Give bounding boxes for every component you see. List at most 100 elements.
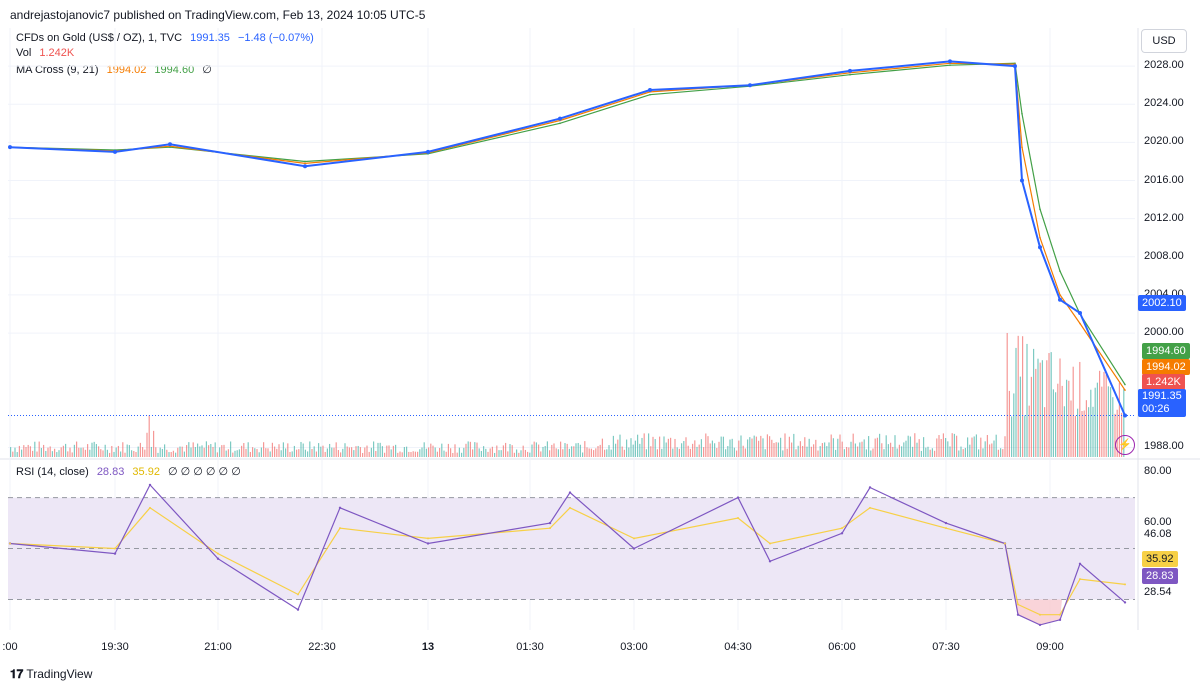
ma-cross-label[interactable]: MA Cross (9, 21) [16,64,99,76]
volume-bar [742,445,744,457]
rsi-signal-point [1124,583,1126,586]
volume-bar [419,449,421,457]
volume-bar [159,447,161,457]
volume-bar [912,446,914,457]
volume-bar [249,451,251,457]
rsi-signal-point [1079,578,1081,581]
rsi-signal-point [297,593,299,596]
time-tick-label: 01:30 [516,641,544,653]
volume-bar [146,432,148,457]
volume-bar [958,450,960,457]
volume-bar [628,447,630,457]
volume-bar [329,443,331,457]
volume-bar [76,441,78,457]
volume-bar [903,442,905,457]
volume-bar [698,444,700,457]
time-tick-label: 03:00 [620,641,648,653]
volume-bar [533,441,535,457]
volume-bar [837,438,839,457]
ma-slow-line-point [304,160,306,163]
volume-bar [1030,376,1032,457]
symbol-name[interactable]: CFDs on Gold (US$ / OZ), 1, TVC [16,32,183,44]
volume-bar [907,435,909,457]
volume-bar [604,449,606,457]
volume-bar [175,452,177,457]
volume-bar [859,442,861,457]
volume-bar [135,452,137,457]
volume-bar [797,445,799,457]
volume-bar [538,444,540,457]
volume-bar [302,443,304,457]
volume-bar [905,440,907,457]
volume-bar [681,443,683,457]
volume-bar [47,447,49,457]
volume-bar [711,440,713,457]
volume-bar [986,434,988,457]
volume-bar [828,442,830,457]
volume-bar [973,436,975,457]
volume-bar [568,448,570,457]
volume-bar [824,442,826,457]
lightning-icon[interactable]: ⚡ [1115,435,1135,455]
volume-label[interactable]: Vol [16,47,32,59]
volume-bar [386,445,388,457]
volume-bar [12,451,14,457]
price-tick-label: 1988.00 [1144,440,1184,453]
volume-bar [331,447,333,457]
volume-bar [593,450,595,457]
publisher-header: andrejastojanovic7 published on TradingV… [10,8,426,22]
volume-bar [608,445,610,457]
volume-bar [764,449,766,457]
volume-bar [1011,416,1013,457]
rsi-label[interactable]: RSI (14, close) [16,466,89,478]
tv-logo-icon: 𝟏𝟕 [10,667,24,681]
rsi-signal-point [769,542,771,545]
ma-slow-line-point [1021,113,1023,115]
volume-bar [223,444,225,457]
volume-bar [362,452,364,457]
volume-bar [868,436,870,457]
volume-bar [1123,388,1125,457]
volume-bar [916,442,918,457]
volume-bar [357,445,359,457]
volume-bar [546,441,548,457]
ma-slow-line-point [949,64,951,66]
volume-bar [483,446,485,457]
volume-bar [21,449,23,457]
rsi-signal-point [427,537,429,540]
ma-slow-line-point [559,122,561,125]
price-line-point [1013,64,1017,69]
volume-bar [23,445,25,457]
price-tick-label: 2028.00 [1144,59,1184,72]
volume-bar [663,436,665,457]
volume-bar [289,451,291,457]
volume-bar [366,445,368,457]
ma-slow-line [9,62,1126,385]
volume-bar [758,440,760,457]
volume-bar [1039,362,1041,457]
volume-bar [133,450,135,457]
volume-bar [111,445,113,457]
volume-bar [1002,449,1004,457]
volume-bar [355,446,357,457]
volume-bar [432,445,434,457]
tradingview-logo[interactable]: 𝟏𝟕 TradingView [10,667,92,682]
volume-bar [443,450,445,457]
time-tick-label: 09:00 [1036,641,1064,653]
volume-bar [936,438,938,457]
volume-bar [388,445,390,457]
volume-bar [795,449,797,457]
currency-button[interactable]: USD [1141,29,1187,53]
volume-bar [425,448,427,457]
volume-bar [971,437,973,457]
price-line-point [1020,178,1024,183]
volume-bar [865,449,867,457]
volume-bar [333,447,335,457]
volume-bar [947,441,949,457]
volume-bar [582,452,584,457]
volume-bar [674,438,676,457]
volume-bar [747,439,749,457]
volume-bar [458,447,460,457]
time-tick-label: 19:30 [101,641,129,653]
